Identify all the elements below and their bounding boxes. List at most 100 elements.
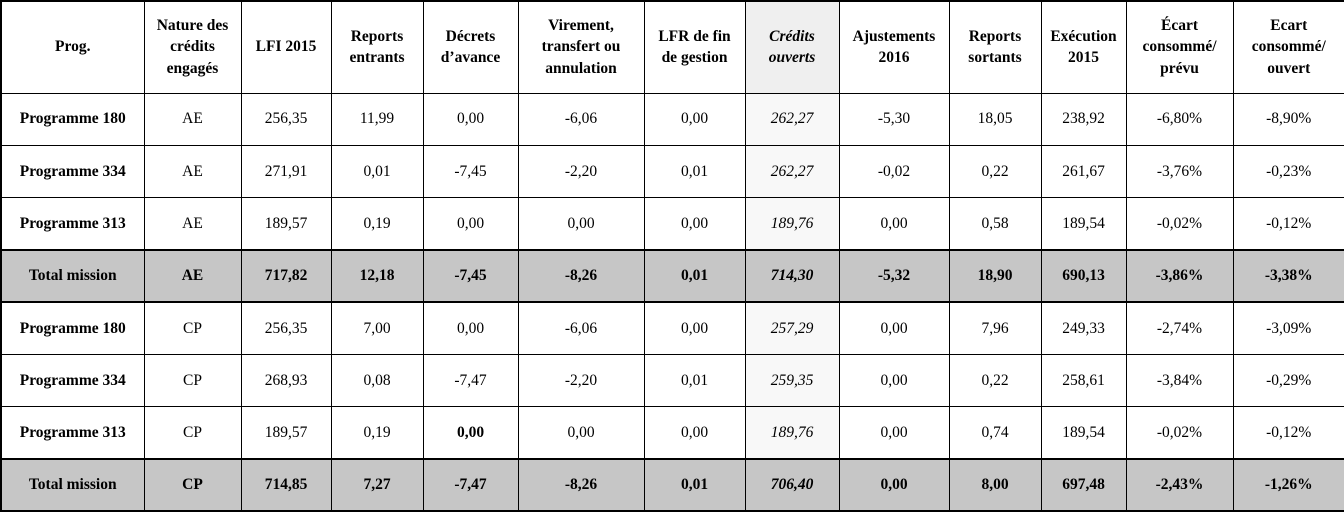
table-cell: 261,67 xyxy=(1040,144,1127,199)
table-cell: -8,26 xyxy=(517,248,645,304)
column-header-ajustements-2016: Ajustements 2016 xyxy=(838,0,950,94)
column-header-ecart-ouvert: Ecart consommé/ ouvert xyxy=(1232,0,1344,94)
table-cell: -8,90% xyxy=(1232,92,1344,146)
table-cell: -0,12% xyxy=(1232,405,1344,460)
table-cell: 189,54 xyxy=(1040,405,1127,460)
table-cell: 0,00 xyxy=(517,196,645,251)
table-cell: 271,91 xyxy=(240,144,332,199)
table-cell: -5,30 xyxy=(838,92,950,146)
table-cell: 7,96 xyxy=(948,301,1042,355)
table-cell: 0,01 xyxy=(643,457,746,512)
column-header-virement: Virement, transfert ou annulation xyxy=(517,0,645,94)
table-cell: -6,06 xyxy=(517,92,645,146)
table-row-programme-180-ae: Programme 180 AE 256,35 11,99 0,00 -6,06… xyxy=(0,92,1344,146)
table-cell: -3,76% xyxy=(1125,144,1234,199)
table-cell: -2,74% xyxy=(1125,301,1234,355)
table-cell: 0,00 xyxy=(643,405,746,460)
table-cell: -8,26 xyxy=(517,457,645,512)
table-cell: 0,58 xyxy=(948,196,1042,251)
column-header-ecart-prevu: Écart consommé/ prévu xyxy=(1125,0,1234,94)
table-cell: 0,00 xyxy=(643,301,746,355)
table-cell: 258,61 xyxy=(1040,353,1127,408)
table-cell: 0,00 xyxy=(838,353,950,408)
row-label: Programme 334 xyxy=(0,144,145,199)
table-cell: -6,80% xyxy=(1125,92,1234,146)
table-cell: 0,01 xyxy=(643,144,746,199)
table-row-programme-313-cp: Programme 313 CP 189,57 0,19 0,00 0,00 0… xyxy=(0,405,1344,460)
table-cell: 0,01 xyxy=(643,353,746,408)
column-header-reports-entrants: Reports entrants xyxy=(330,0,424,94)
column-header-nature-credits: Nature des crédits engagés xyxy=(143,0,242,94)
table-body: Programme 180 AE 256,35 11,99 0,00 -6,06… xyxy=(0,92,1344,512)
table-cell: 249,33 xyxy=(1040,301,1127,355)
table-cell: -0,12% xyxy=(1232,196,1344,251)
table-cell: 0,00 xyxy=(517,405,645,460)
table-cell-credits-ouverts: 706,40 xyxy=(744,457,840,512)
table-cell-credits-ouverts: 257,29 xyxy=(744,301,840,355)
table-cell: 189,57 xyxy=(240,196,332,251)
table-cell: 714,85 xyxy=(240,457,332,512)
table-cell: -7,47 xyxy=(422,353,519,408)
table-cell: -6,06 xyxy=(517,301,645,355)
table-cell: -3,84% xyxy=(1125,353,1234,408)
table-cell: AE xyxy=(143,196,242,251)
table-cell: -7,45 xyxy=(422,248,519,304)
table-cell: 18,05 xyxy=(948,92,1042,146)
table-cell: 0,00 xyxy=(838,405,950,460)
table-cell: -7,45 xyxy=(422,144,519,199)
table-cell: 0,22 xyxy=(948,144,1042,199)
table-cell: 0,00 xyxy=(422,196,519,251)
column-header-lfr: LFR de fin de gestion xyxy=(643,0,746,94)
table-cell: 256,35 xyxy=(240,92,332,146)
table-cell: 0,00 xyxy=(422,405,519,460)
table-cell: 8,00 xyxy=(948,457,1042,512)
table-cell: -0,02% xyxy=(1125,196,1234,251)
table-cell: 697,48 xyxy=(1040,457,1127,512)
column-header-execution-2015: Exécution 2015 xyxy=(1040,0,1127,94)
table-cell: CP xyxy=(143,301,242,355)
table-cell: 189,54 xyxy=(1040,196,1127,251)
table-cell: 0,01 xyxy=(330,144,424,199)
table-cell: -0,02% xyxy=(1125,405,1234,460)
table-cell: 0,74 xyxy=(948,405,1042,460)
table-cell-credits-ouverts: 262,27 xyxy=(744,144,840,199)
column-header-credits-ouverts: Crédits ouverts xyxy=(744,0,840,94)
table-cell: 0,00 xyxy=(643,196,746,251)
table-cell: 690,13 xyxy=(1040,248,1127,304)
row-label: Programme 313 xyxy=(0,196,145,251)
table-cell: -2,43% xyxy=(1125,457,1234,512)
row-label: Programme 334 xyxy=(0,353,145,408)
table-cell: -2,20 xyxy=(517,144,645,199)
table-cell: 11,99 xyxy=(330,92,424,146)
table-cell: 256,35 xyxy=(240,301,332,355)
column-header-reports-sortants: Reports sortants xyxy=(948,0,1042,94)
table-cell: 0,08 xyxy=(330,353,424,408)
table-cell: -0,02 xyxy=(838,144,950,199)
column-header-prog: Prog. xyxy=(0,0,145,94)
table-cell: 0,22 xyxy=(948,353,1042,408)
table-row-total-mission-ae: Total mission AE 717,82 12,18 -7,45 -8,2… xyxy=(0,248,1344,304)
row-label: Programme 313 xyxy=(0,405,145,460)
table-cell: 18,90 xyxy=(948,248,1042,304)
table-cell: -2,20 xyxy=(517,353,645,408)
table-cell: 0,00 xyxy=(643,92,746,146)
table-cell-credits-ouverts: 262,27 xyxy=(744,92,840,146)
table-cell: 0,19 xyxy=(330,405,424,460)
table-row-programme-334-ae: Programme 334 AE 271,91 0,01 -7,45 -2,20… xyxy=(0,144,1344,199)
table-cell: 0,00 xyxy=(422,92,519,146)
table-cell: AE xyxy=(143,92,242,146)
table-cell: AE xyxy=(143,248,242,304)
table-cell: 7,00 xyxy=(330,301,424,355)
table-cell: 12,18 xyxy=(330,248,424,304)
table-cell: -3,09% xyxy=(1232,301,1344,355)
table-cell: 0,00 xyxy=(838,457,950,512)
table-cell: -0,29% xyxy=(1232,353,1344,408)
table-cell: 0,19 xyxy=(330,196,424,251)
table-cell: -3,38% xyxy=(1232,248,1344,304)
table-cell: 0,01 xyxy=(643,248,746,304)
table-row-total-mission-cp: Total mission CP 714,85 7,27 -7,47 -8,26… xyxy=(0,457,1344,512)
table-row-programme-313-ae: Programme 313 AE 189,57 0,19 0,00 0,00 0… xyxy=(0,196,1344,251)
table-cell: -7,47 xyxy=(422,457,519,512)
table-cell: 238,92 xyxy=(1040,92,1127,146)
